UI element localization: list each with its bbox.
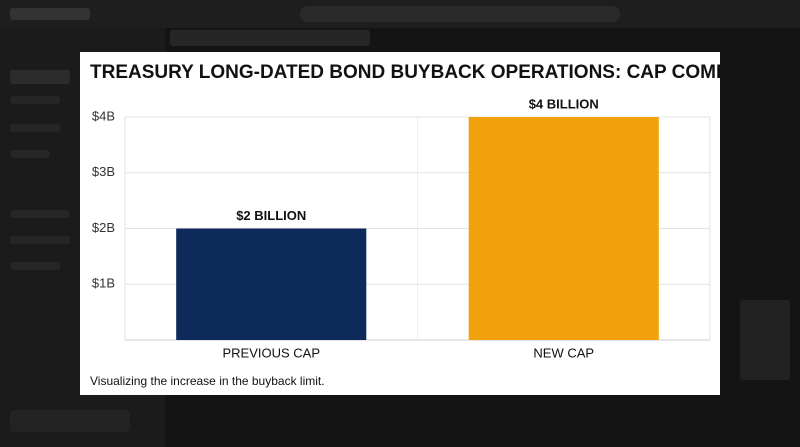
chart-title: TREASURY LONG-DATED BOND BUYBACK OPERATI… (90, 62, 720, 83)
value-label: $2 BILLION (236, 208, 306, 223)
chart: TREASURY LONG-DATED BOND BUYBACK OPERATI… (90, 62, 800, 388)
bar (176, 228, 367, 340)
chart-card: TREASURY LONG-DATED BOND BUYBACK OPERATI… (80, 52, 800, 395)
y-tick-label: $1B (92, 276, 115, 291)
y-tick-label: $2B (92, 220, 115, 235)
chart-caption: Visualizing the increase in the buyback … (90, 374, 325, 388)
x-tick-label: PREVIOUS CAP (222, 345, 320, 360)
x-tick-label: NEW CAP (533, 345, 594, 360)
bar (468, 117, 659, 340)
value-label: $4 BILLION (529, 96, 599, 111)
y-tick-label: $3B (92, 164, 115, 179)
y-tick-label: $4B (92, 108, 115, 123)
